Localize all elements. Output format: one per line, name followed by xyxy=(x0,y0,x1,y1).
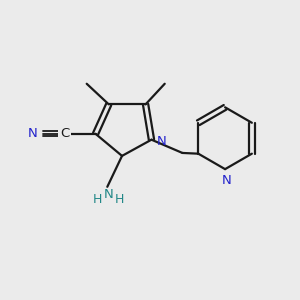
Text: N: N xyxy=(104,188,114,201)
Text: H: H xyxy=(92,193,102,206)
Text: N: N xyxy=(28,127,37,140)
Text: N: N xyxy=(157,135,166,148)
Text: C: C xyxy=(60,127,69,140)
Text: N: N xyxy=(222,174,231,188)
Text: H: H xyxy=(115,193,124,206)
